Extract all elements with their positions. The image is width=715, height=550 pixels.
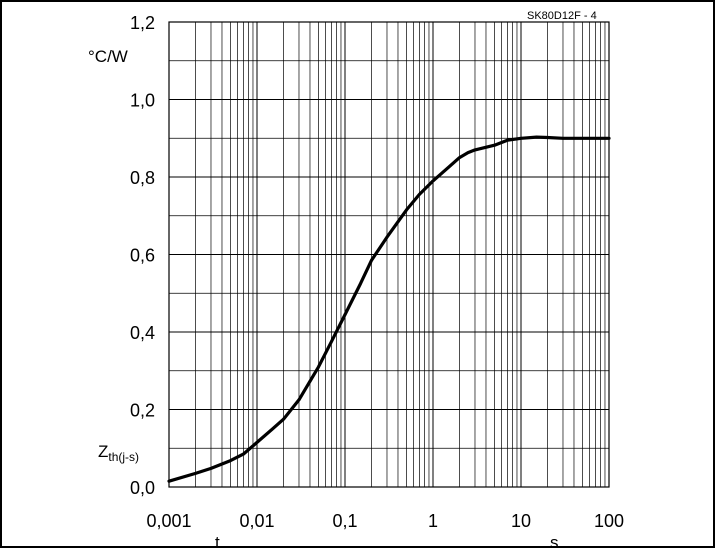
y-tick-label: 0,6 — [130, 246, 155, 266]
x-axis-label: t — [215, 533, 220, 550]
y-axis-label-sub: th(j-s) — [108, 450, 139, 464]
series-line — [167, 135, 611, 483]
x-tick-label: 0,1 — [332, 511, 357, 531]
x-tick-label: 100 — [594, 511, 624, 531]
y-tick-label: 1,2 — [130, 13, 155, 33]
x-tick-label: 0,001 — [146, 511, 191, 531]
plot-area-border — [168, 21, 610, 488]
y-tick-label: 0,8 — [130, 168, 155, 188]
y-axis-unit: °C/W — [88, 47, 128, 66]
x-tick-label: 0,01 — [239, 511, 274, 531]
major-gridlines — [168, 21, 610, 488]
y-axis-label-main: Z — [98, 442, 108, 461]
series-layer — [167, 135, 611, 483]
x-tick-label: 1 — [428, 511, 438, 531]
x-tick-labels: 0,001 0,01 0,1 1 10 100 — [146, 511, 624, 531]
x-tick-label: 10 — [511, 511, 531, 531]
y-tick-label: 0,0 — [130, 478, 155, 498]
y-tick-label: 0,2 — [130, 401, 155, 421]
y-axis-label: Zth(j-s) — [98, 442, 139, 464]
chart-id-code: SK80D12F - 4 — [527, 10, 597, 22]
y-tick-label: 1,0 — [130, 91, 155, 111]
y-tick-labels: 0,0 0,2 0,4 0,6 0,8 1,0 1,2 — [130, 13, 155, 498]
x-axis-unit: s — [550, 533, 559, 550]
y-tick-label: 0,4 — [130, 323, 155, 343]
